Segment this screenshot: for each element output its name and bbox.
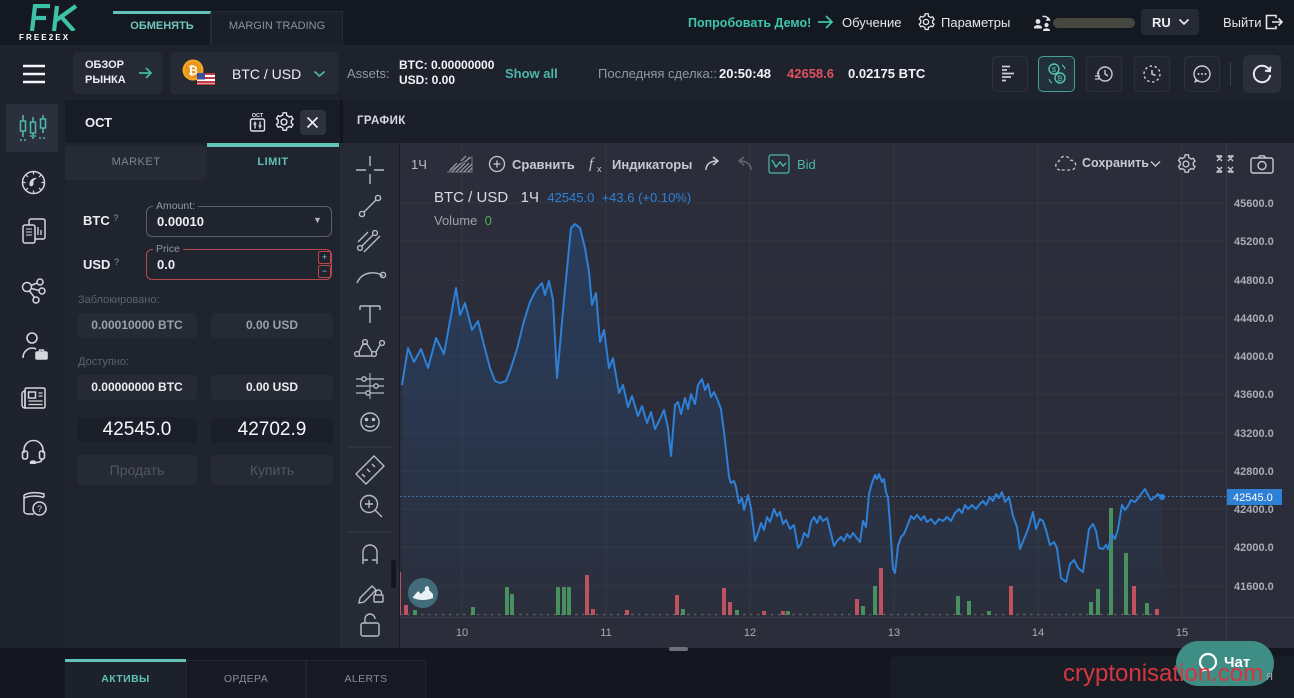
svg-text:44000.0: 44000.0 xyxy=(1234,351,1274,363)
svg-text:₿: ₿ xyxy=(1057,74,1063,83)
svg-text:44400.0: 44400.0 xyxy=(1234,313,1274,325)
svg-text:44800.0: 44800.0 xyxy=(1234,275,1274,287)
svg-text:43200.0: 43200.0 xyxy=(1234,428,1274,440)
svg-text:13: 13 xyxy=(888,627,900,639)
svg-text:11: 11 xyxy=(600,627,611,639)
svg-text:f: f xyxy=(589,156,595,172)
svg-text:45600.0: 45600.0 xyxy=(1234,198,1274,210)
svg-text:42000.0: 42000.0 xyxy=(1234,542,1274,554)
svg-text:42800.0: 42800.0 xyxy=(1234,466,1274,478)
svg-text:₿: ₿ xyxy=(188,64,198,78)
svg-text:42400.0: 42400.0 xyxy=(1234,504,1274,516)
svg-text:41600.0: 41600.0 xyxy=(1234,581,1274,593)
svg-text:12: 12 xyxy=(744,627,756,639)
svg-text:45200.0: 45200.0 xyxy=(1234,236,1274,248)
svg-text:x: x xyxy=(597,164,602,174)
svg-text:?: ? xyxy=(37,504,42,514)
svg-text:15: 15 xyxy=(1176,627,1188,639)
svg-text:43600.0: 43600.0 xyxy=(1234,389,1274,401)
svg-text:ОСТ: ОСТ xyxy=(252,113,264,119)
svg-text:10: 10 xyxy=(456,627,468,639)
svg-text:$: $ xyxy=(1052,65,1057,74)
svg-text:42545.0: 42545.0 xyxy=(1233,492,1273,504)
svg-text:14: 14 xyxy=(1032,627,1044,639)
